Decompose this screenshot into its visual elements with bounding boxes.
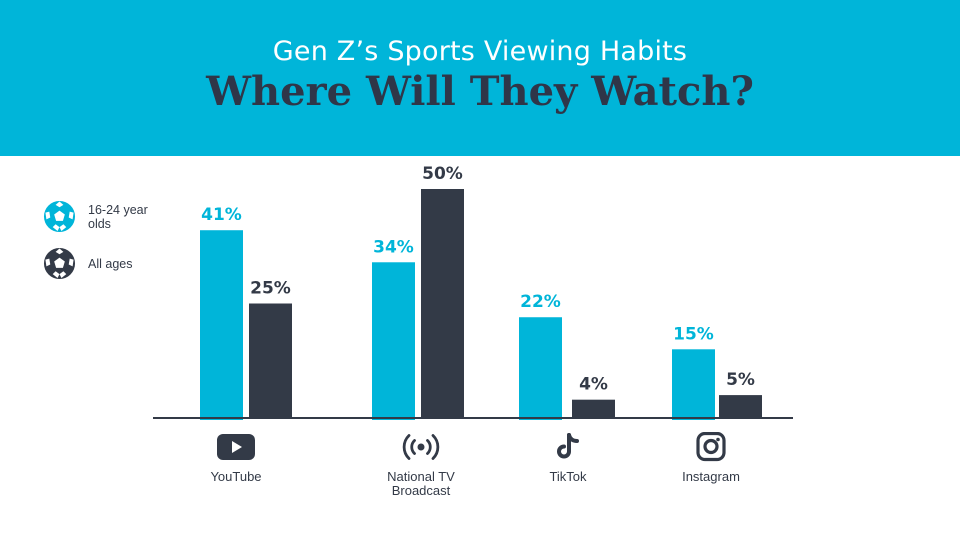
data-label: 41% <box>201 205 242 225</box>
bar-all-ages-2 <box>572 399 615 418</box>
bar-all-ages-1 <box>421 189 464 418</box>
data-label: 5% <box>726 370 755 390</box>
legend: 16-24 year olds All ages <box>43 200 168 294</box>
category-national-tv: National TV Broadcast <box>351 432 491 498</box>
data-label: 25% <box>250 279 291 299</box>
chart-title: Where Will They Watch? <box>206 68 754 115</box>
bar-16-24-2 <box>519 317 562 420</box>
youtube-icon <box>217 434 255 460</box>
bar-all-ages-3 <box>719 395 762 418</box>
legend-label: 16-24 year olds <box>88 202 148 231</box>
category-tiktok: TikTok <box>498 432 638 484</box>
category-label: Instagram <box>682 469 740 484</box>
data-label: 22% <box>520 292 561 312</box>
data-label: 15% <box>673 324 714 344</box>
soccer-ball-icon <box>43 247 76 280</box>
tiktok-icon <box>557 433 579 459</box>
data-label: 34% <box>373 237 414 257</box>
category-instagram: Instagram <box>641 432 781 484</box>
data-label: 50% <box>422 164 463 184</box>
category-label: TikTok <box>549 469 587 484</box>
soccer-ball-icon <box>43 200 76 233</box>
header-banner: Gen Z’s Sports Viewing Habits Where Will… <box>0 0 960 156</box>
bar-16-24-3 <box>672 349 715 420</box>
category-label: National TV Broadcast <box>387 469 455 498</box>
chart-subtitle: Gen Z’s Sports Viewing Habits <box>272 36 688 67</box>
instagram-icon <box>696 432 726 462</box>
category-label: YouTube <box>210 469 262 484</box>
data-label: 4% <box>579 375 608 395</box>
legend-item-all-ages: All ages <box>43 247 168 280</box>
legend-label: All ages <box>88 256 133 271</box>
broadcast-icon <box>402 434 440 460</box>
bar-all-ages-0 <box>249 303 292 418</box>
bar-16-24-1 <box>372 262 415 420</box>
category-youtube: YouTube <box>166 432 306 484</box>
bar-16-24-0 <box>200 230 243 420</box>
legend-item-16-24: 16-24 year olds <box>43 200 168 233</box>
